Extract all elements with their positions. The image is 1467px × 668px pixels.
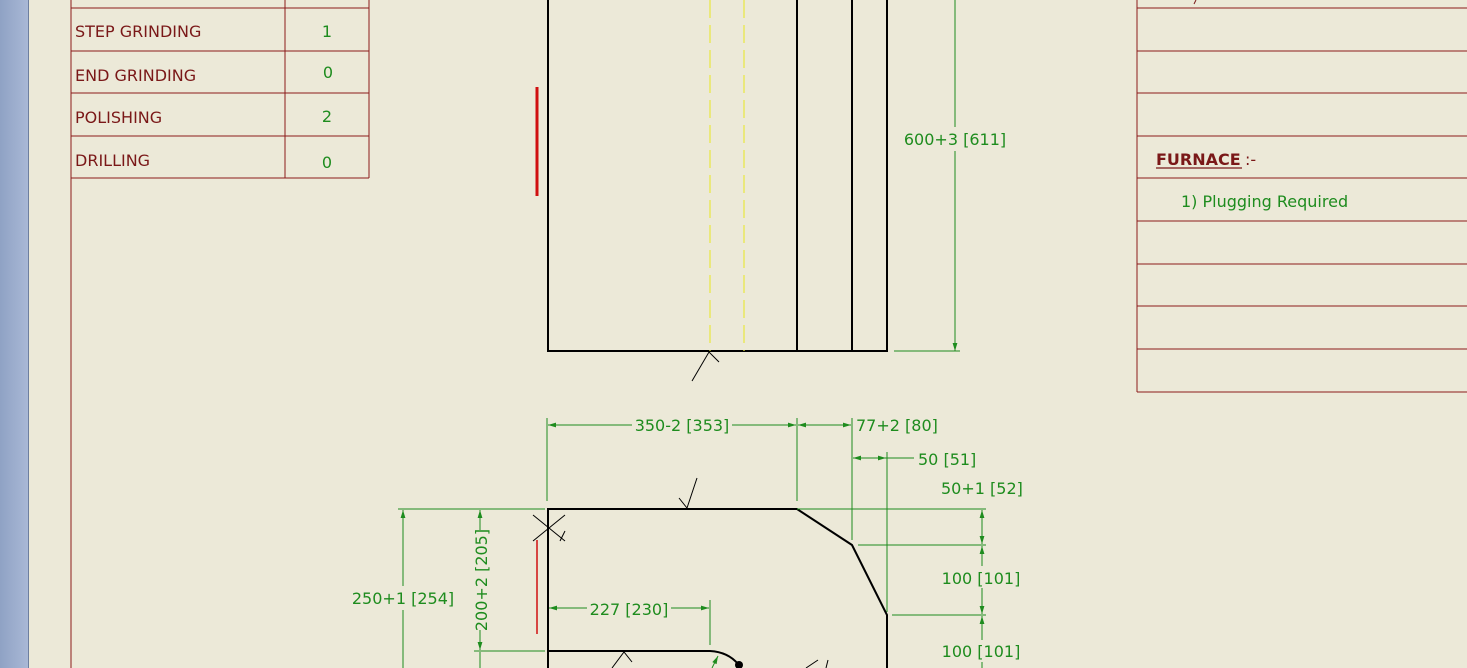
operation-count: 0 — [322, 153, 332, 172]
svg-text:77+2 [80]: 77+2 [80] — [856, 416, 938, 435]
note-item: 1) Plugging Required — [1181, 192, 1348, 211]
dimension-chamfer-width: 77+2 [80] — [798, 416, 938, 540]
dimension-lower-height: 100 [101] — [942, 642, 1021, 661]
dimension-right-chain: 50+1 [52] 100 [101] 100 [101] — [797, 479, 1023, 668]
svg-text:200+2 [205]: 200+2 [205] — [472, 529, 491, 631]
svg-text:600+3 [611]: 600+3 [611] — [904, 130, 1006, 149]
notes-heading: FURNACE — [1156, 150, 1241, 169]
dimension-inner-width: 227 [230] — [549, 597, 711, 645]
operation-label: DRILLING — [75, 151, 150, 170]
cut-mark — [532, 514, 566, 542]
table-row: POLISHING 2 — [75, 107, 332, 127]
svg-text:50 [51]: 50 [51] — [918, 450, 976, 469]
operation-label: POLISHING — [75, 108, 162, 127]
table-row: END GRINDING 0 — [75, 63, 333, 85]
operation-count: 1 — [322, 22, 332, 41]
table-row: DRILLING 0 — [75, 151, 332, 172]
dimension-step-height: 50+1 [52] — [941, 479, 1023, 498]
notes-panel: FURNACE :- 1) Plugging Required — [1136, 0, 1467, 393]
dimension-chamfer-height: 100 [101] — [942, 569, 1021, 588]
operations-table: STEP GRINDING 1 END GRINDING 0 POLISHING… — [71, 0, 370, 179]
dimension-top-width: 350-2 [353] — [546, 414, 798, 501]
sidebar-strip — [0, 0, 29, 668]
surface-finish-symbol — [678, 477, 698, 510]
table-row: STEP GRINDING 1 — [75, 22, 332, 41]
operation-count: 0 — [323, 63, 333, 82]
svg-text:350-2 [353]: 350-2 [353] — [635, 416, 730, 435]
surface-finish-symbol — [611, 651, 633, 668]
dimension-overall-height: 250+1 [254] — [350, 508, 545, 668]
front-view — [535, 0, 888, 382]
operation-label: END GRINDING — [75, 66, 196, 85]
dimension-inner-height: 200+2 [205] — [470, 510, 545, 668]
surface-finish-symbol — [691, 351, 720, 382]
svg-text:250+1 [254]: 250+1 [254] — [352, 589, 454, 608]
dimension-height-total: 600+3 [611] — [894, 0, 1008, 352]
svg-text:227 [230]: 227 [230] — [590, 600, 669, 619]
operation-label: STEP GRINDING — [75, 22, 201, 41]
operation-count: 2 — [322, 107, 332, 126]
notes-heading-separator: :- — [1245, 150, 1256, 169]
dimension-step-width: 50 [51] — [853, 450, 976, 612]
plan-view — [532, 477, 888, 668]
